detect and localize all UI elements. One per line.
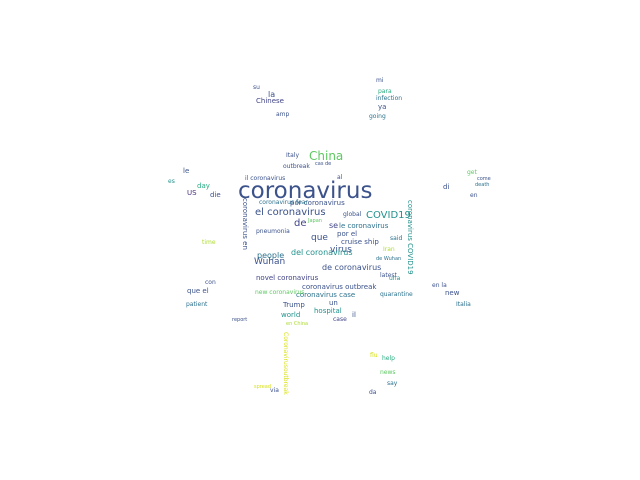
word: said — [390, 235, 403, 242]
word: report — [232, 317, 248, 323]
word: cruise ship — [341, 238, 379, 246]
word: hospital — [314, 307, 342, 315]
word: para — [378, 88, 392, 95]
word: die — [210, 191, 221, 199]
word: en la — [432, 282, 447, 289]
word: de Wuhan — [376, 256, 402, 262]
word: global — [343, 211, 362, 218]
word: que el — [187, 287, 209, 295]
word: day — [197, 182, 210, 190]
word: Trump — [283, 301, 305, 309]
word: coronavirus fear — [259, 199, 308, 206]
word: quarantine — [380, 291, 413, 298]
word: de — [294, 218, 307, 229]
word: get — [467, 169, 477, 176]
word: coronavirus outbreak — [302, 283, 377, 291]
word: COVID19 — [366, 210, 411, 221]
word: novel coronavirus — [256, 274, 319, 282]
word: coronavirus en — [241, 198, 249, 250]
word: por coronavirus — [290, 199, 345, 207]
word: virus — [330, 245, 352, 255]
word: latest — [380, 272, 397, 279]
word: world — [281, 311, 301, 319]
word: mi — [376, 77, 384, 84]
word: US — [187, 189, 197, 197]
word: Italy — [286, 152, 300, 159]
word: un — [329, 299, 338, 307]
word: en China — [286, 321, 309, 327]
word: outbreak — [283, 163, 310, 170]
word: le — [183, 167, 190, 175]
word: es — [168, 178, 175, 185]
word: flu — [370, 352, 378, 359]
word: il coronavirus — [245, 175, 286, 182]
word: el coronavirus — [255, 207, 326, 218]
word: time — [202, 239, 216, 246]
word: Italia — [456, 301, 471, 308]
word: coronavirus COVID19 — [406, 200, 414, 275]
word: new coronavirus — [255, 289, 305, 296]
word: help — [382, 355, 395, 362]
word: di — [443, 183, 450, 191]
word: spread — [254, 384, 272, 390]
word: en — [470, 192, 478, 199]
word: infection — [376, 95, 403, 102]
word: con — [205, 279, 216, 286]
word: il — [352, 311, 356, 319]
word: Chinese — [256, 97, 284, 105]
word: come — [477, 176, 491, 182]
word: se — [329, 221, 339, 230]
word: al — [337, 174, 343, 181]
word: coronavirus case — [296, 291, 356, 299]
word: coronavirus — [238, 178, 373, 204]
word: Iran — [383, 246, 395, 253]
word: Coronavirusoutbreak — [282, 332, 289, 395]
word: amp — [276, 111, 290, 118]
word: por el — [337, 230, 358, 238]
word: la — [268, 90, 276, 99]
word: que — [311, 233, 328, 243]
word: ya — [378, 103, 387, 111]
word: del coronavirus — [291, 248, 353, 257]
word: say — [387, 380, 398, 387]
word: cas de — [315, 161, 332, 167]
word: via — [270, 387, 279, 394]
word: news — [380, 369, 396, 376]
word: le coronavirus — [339, 222, 389, 230]
word: su — [253, 84, 260, 91]
word: death — [475, 182, 490, 188]
word: patient — [186, 301, 208, 308]
word: people — [257, 251, 285, 260]
word: pneumonia — [256, 228, 290, 235]
word: una — [389, 275, 401, 282]
word: da — [369, 389, 377, 396]
word: China — [309, 149, 344, 163]
word: Wuhan — [254, 257, 286, 267]
word: case — [333, 316, 347, 323]
word: Japan — [308, 218, 322, 224]
word: de coronavirus — [322, 263, 382, 272]
word: going — [369, 113, 386, 120]
word: new — [445, 289, 460, 297]
